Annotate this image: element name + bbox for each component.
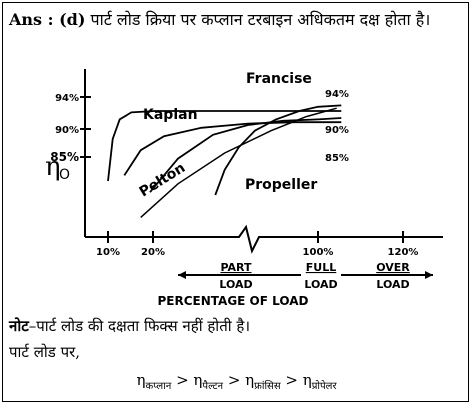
y-tick-label: 94% [55,93,79,104]
turbine-name: कप्लान [145,381,172,392]
y-tick-label: 85% [50,150,79,164]
turbine-name: प्रोपेलर [311,381,337,392]
x-tick-label: 20% [141,247,165,258]
region-label-top: PART [220,261,252,274]
greater-than: > [280,371,303,389]
chart-axes [80,69,443,279]
part-load-statement: पार्ट लोड पर, [9,343,81,361]
x-tick-label: 100% [303,247,334,258]
region-label-bottom: LOAD [376,278,409,291]
note-statement: नोट–पार्ट लोड की दक्षता फिक्स नहीं होती … [9,316,250,336]
chart-curves [107,104,342,218]
x-axis [85,224,443,254]
series-line-propeller [149,117,342,193]
series-line-kaplan [107,110,342,182]
answer-statement: Ans : (d) पार्ट लोड क्रिया पर कप्लान टरब… [9,9,464,30]
series-label-pelton: Pelton [137,160,189,201]
turbine-name: फ्रांसिस [254,381,281,392]
series-line-pelton [123,121,342,176]
series-line-francise [214,104,342,196]
eta-symbol: η [193,371,203,389]
part-load-arrowhead [178,271,186,279]
greater-than: > [223,371,246,389]
x-tick-label: 10% [96,247,120,258]
series-end-label: 90% [325,125,349,136]
series-end-label: 94% [325,89,349,100]
series-label-propeller: Propeller [245,177,317,193]
answer-card: Ans : (d) पार्ट लोड क्रिया पर कप्लान टरब… [2,2,469,402]
eta-symbol: η [136,371,146,389]
region-label-bottom: LOAD [304,278,337,291]
greater-than: > [171,371,194,389]
series-end-label: 85% [325,153,349,164]
over-load-arrowhead [425,271,433,279]
eta-symbol: η [302,371,312,389]
y-axis-label-sub: O [59,167,70,183]
x-tick-label: 120% [388,247,419,258]
eta-symbol: η [245,371,255,389]
region-label-top: OVER [376,261,410,274]
turbine-name: पैल्टन [202,381,224,392]
series-label-francise: Francise [246,71,312,87]
y-axis-label: η [45,152,61,182]
region-label-top: FULL [306,261,336,274]
percent-reference-line [140,107,337,218]
note-text: –पार्ट लोड की दक्षता फिक्स नहीं होती है। [28,317,251,335]
region-label-bottom: LOAD [219,278,252,291]
answer-prefix: Ans : (d) [9,10,86,29]
answer-text: पार्ट लोड क्रिया पर कप्लान टरबाइन अधिकतम… [90,10,431,29]
series-label-kaplan: Kaplan [143,107,198,123]
note-prefix: नोट [9,317,29,335]
x-axis-label: PERCENTAGE OF LOAD [158,294,309,308]
y-tick-label: 90% [55,125,79,136]
efficiency-inequality: ηकप्लान > ηपैल्टन > ηफ्रांसिस > ηप्रोपेल… [3,370,470,397]
